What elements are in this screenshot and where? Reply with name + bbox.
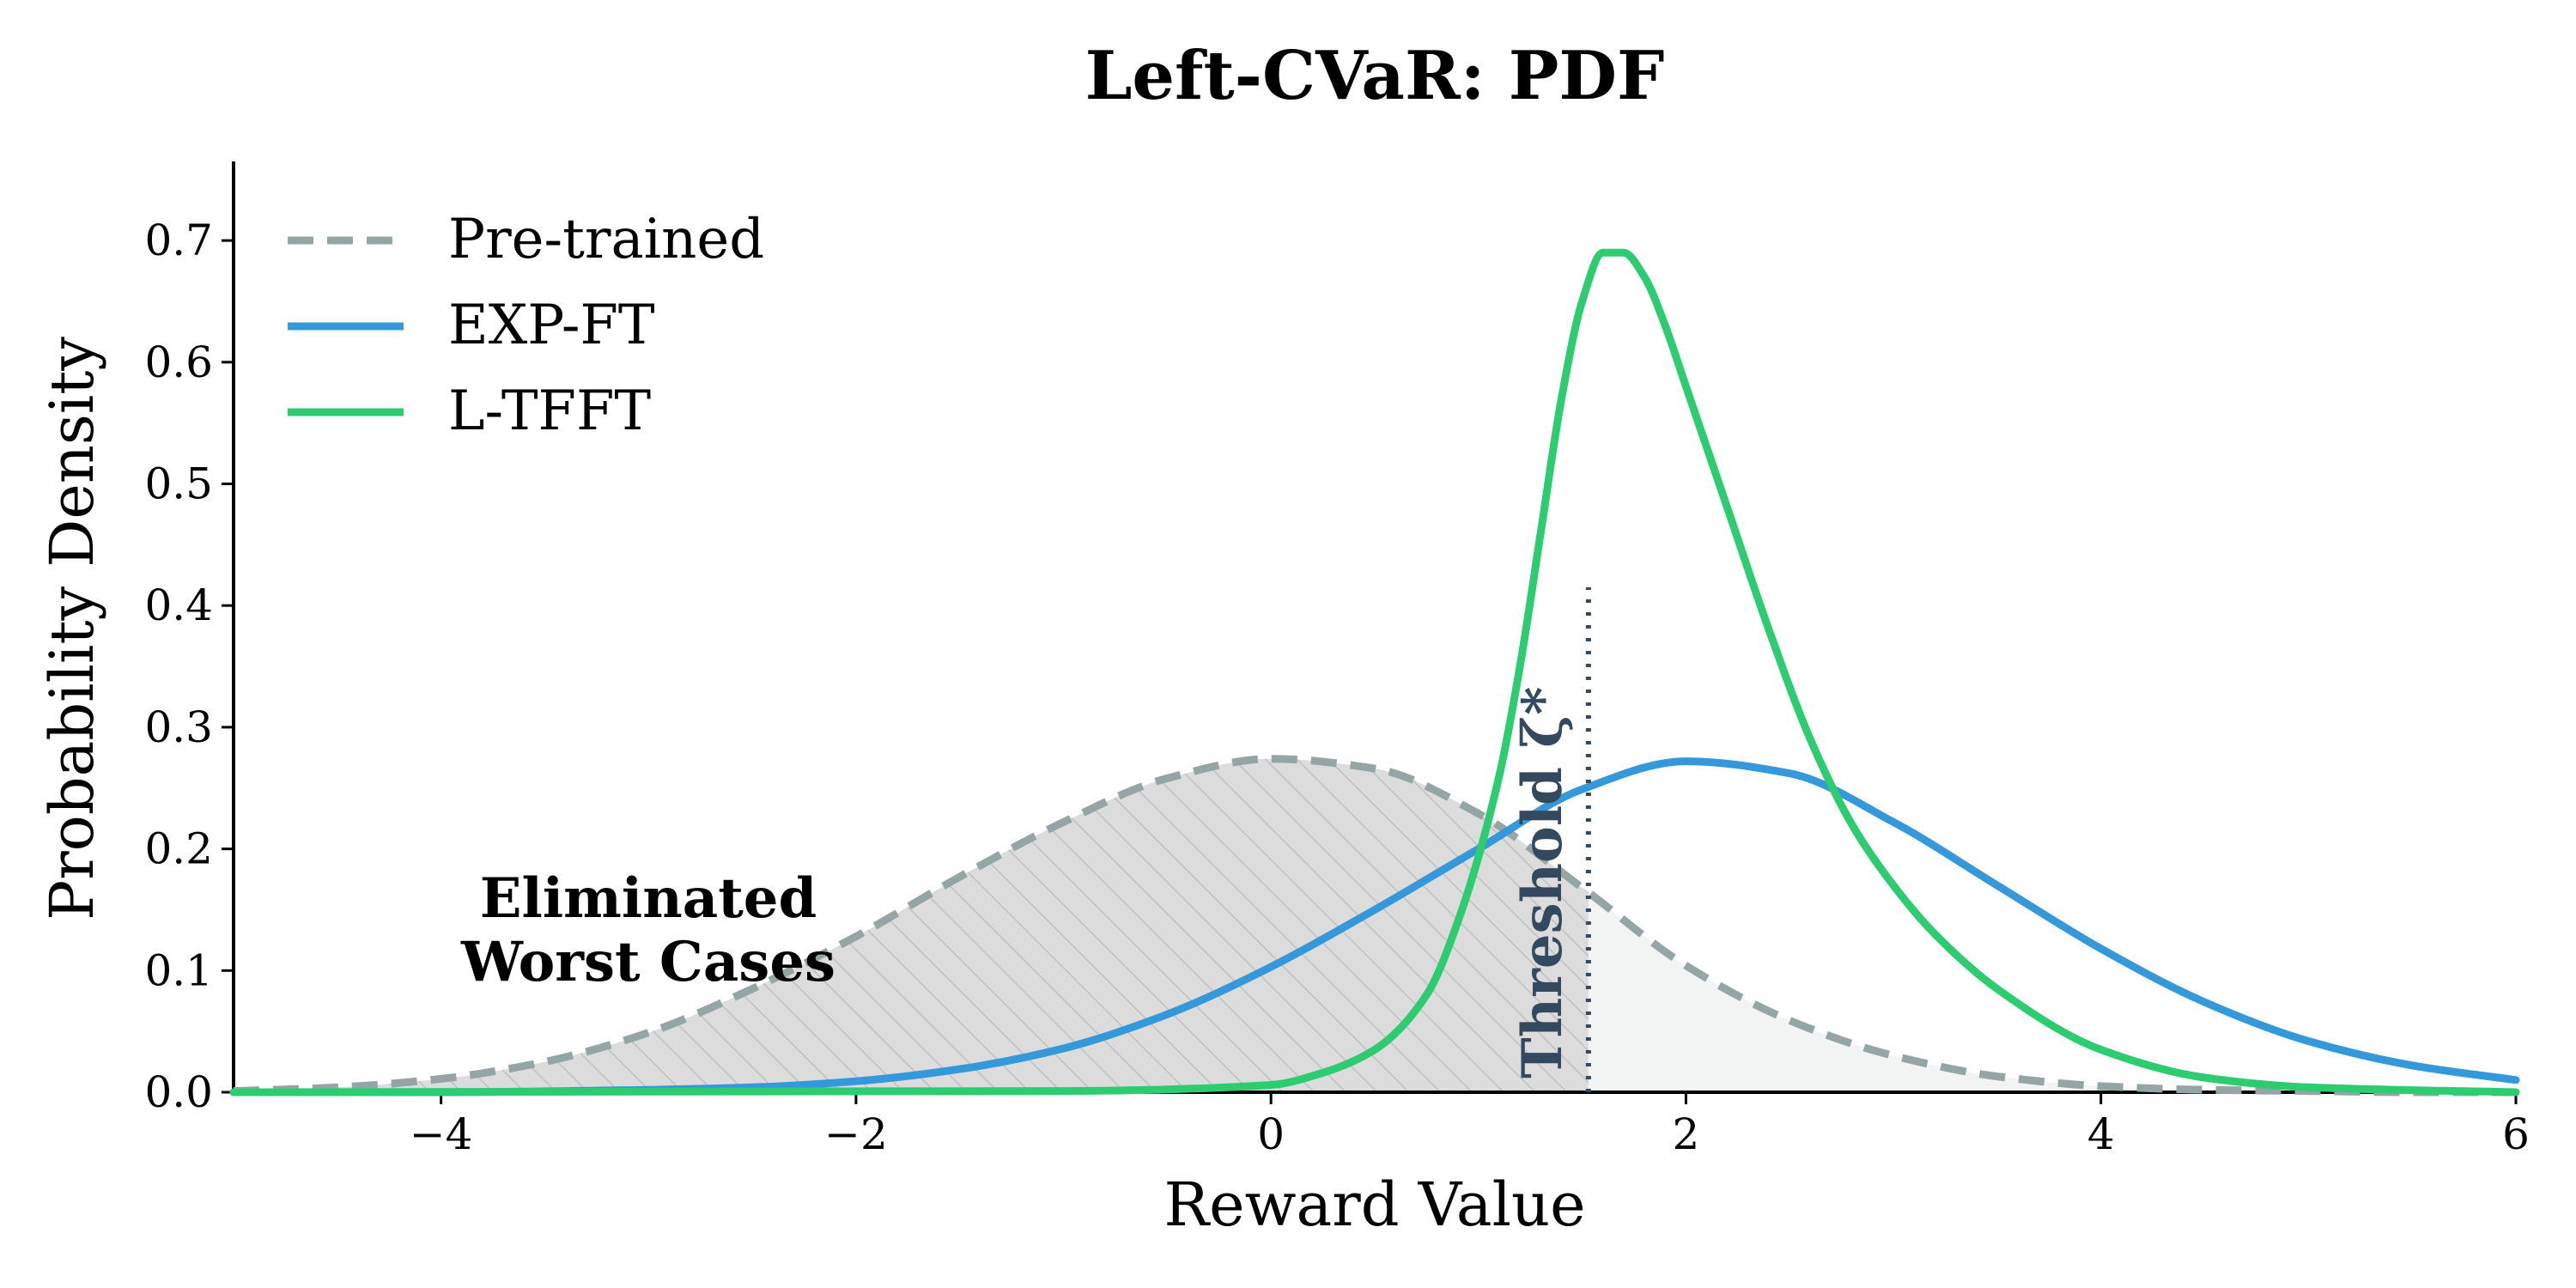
legend-label: L-TFFT <box>448 380 651 443</box>
y-tick-label: 0.3 <box>144 702 213 752</box>
axes-layer: −4 −2 0 2 4 6 0.0 0.1 0.2 0.3 0.4 0.5 0.6 0.7 <box>144 161 2530 1159</box>
x-tick-label: 0 <box>1257 1109 1285 1159</box>
annotation-eliminated-worst-cases: Eliminated Worst Cases <box>460 866 835 994</box>
y-tick-label: 0.2 <box>144 824 213 874</box>
x-tick-label: 2 <box>1673 1109 1700 1159</box>
chart-title: Left-CVaR: PDF <box>1085 37 1665 115</box>
annotation-line-2: Worst Cases <box>460 930 835 994</box>
series-line-exp-ft <box>229 757 2520 1097</box>
y-tick-label: 0.1 <box>144 945 213 995</box>
x-tick-label: −2 <box>824 1109 888 1159</box>
fill-layer <box>234 758 2516 1092</box>
x-tick-label: −4 <box>410 1109 473 1159</box>
series-line-l-tfft <box>229 248 2520 1097</box>
x-tick-label: 4 <box>2087 1109 2115 1159</box>
series-line-pre-trained <box>233 755 2516 1097</box>
x-tick-label: 6 <box>2502 1109 2530 1159</box>
series-layer <box>229 248 2520 1097</box>
legend: Pre-trained EXP-FT L-TFFT <box>288 208 764 443</box>
threshold-layer: Threshold ζ* <box>1510 586 1591 1092</box>
y-tick-label: 0.4 <box>144 580 213 630</box>
y-tick-label: 0.5 <box>144 459 213 509</box>
y-tick-label: 0.6 <box>144 337 213 387</box>
y-tick-label: 0.0 <box>144 1067 213 1117</box>
y-axis-label: Probability Density <box>37 337 107 920</box>
x-axis-label: Reward Value <box>1163 1170 1585 1240</box>
retained-region-fill <box>1588 892 2516 1092</box>
legend-label: EXP-FT <box>448 294 655 357</box>
threshold-label: Threshold ζ* <box>1510 686 1575 1078</box>
annotation-line-1: Eliminated <box>480 866 817 931</box>
legend-label: Pre-trained <box>448 208 764 271</box>
y-tick-label: 0.7 <box>144 216 213 265</box>
eliminated-region-hatch <box>234 758 1589 1092</box>
